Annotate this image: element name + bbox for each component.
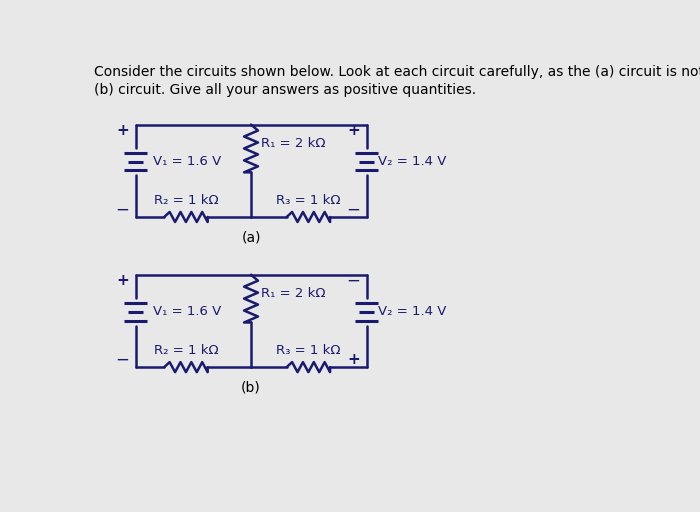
Text: R₂ = 1 kΩ: R₂ = 1 kΩ (153, 194, 218, 207)
Text: Consider the circuits shown below. Look at each circuit carefully, as the (a) ci: Consider the circuits shown below. Look … (94, 65, 700, 97)
Text: −: − (346, 200, 360, 218)
Text: −: − (116, 350, 130, 369)
Text: (b): (b) (241, 381, 261, 395)
Text: +: + (116, 273, 129, 288)
Text: −: − (346, 272, 360, 290)
Text: R₁ = 2 kΩ: R₁ = 2 kΩ (261, 287, 326, 300)
Text: V₁ = 1.6 V: V₁ = 1.6 V (153, 155, 221, 168)
Text: +: + (116, 123, 129, 138)
Text: V₁ = 1.6 V: V₁ = 1.6 V (153, 305, 221, 318)
Text: R₃ = 1 kΩ: R₃ = 1 kΩ (276, 344, 341, 357)
Text: R₁ = 2 kΩ: R₁ = 2 kΩ (261, 137, 326, 150)
Text: +: + (347, 352, 360, 367)
Text: R₃ = 1 kΩ: R₃ = 1 kΩ (276, 194, 341, 207)
Text: (a): (a) (241, 231, 261, 245)
Text: −: − (116, 200, 130, 218)
Text: R₂ = 1 kΩ: R₂ = 1 kΩ (153, 344, 218, 357)
Text: V₂ = 1.4 V: V₂ = 1.4 V (378, 305, 447, 318)
Text: +: + (347, 123, 360, 138)
Text: V₂ = 1.4 V: V₂ = 1.4 V (378, 155, 447, 168)
